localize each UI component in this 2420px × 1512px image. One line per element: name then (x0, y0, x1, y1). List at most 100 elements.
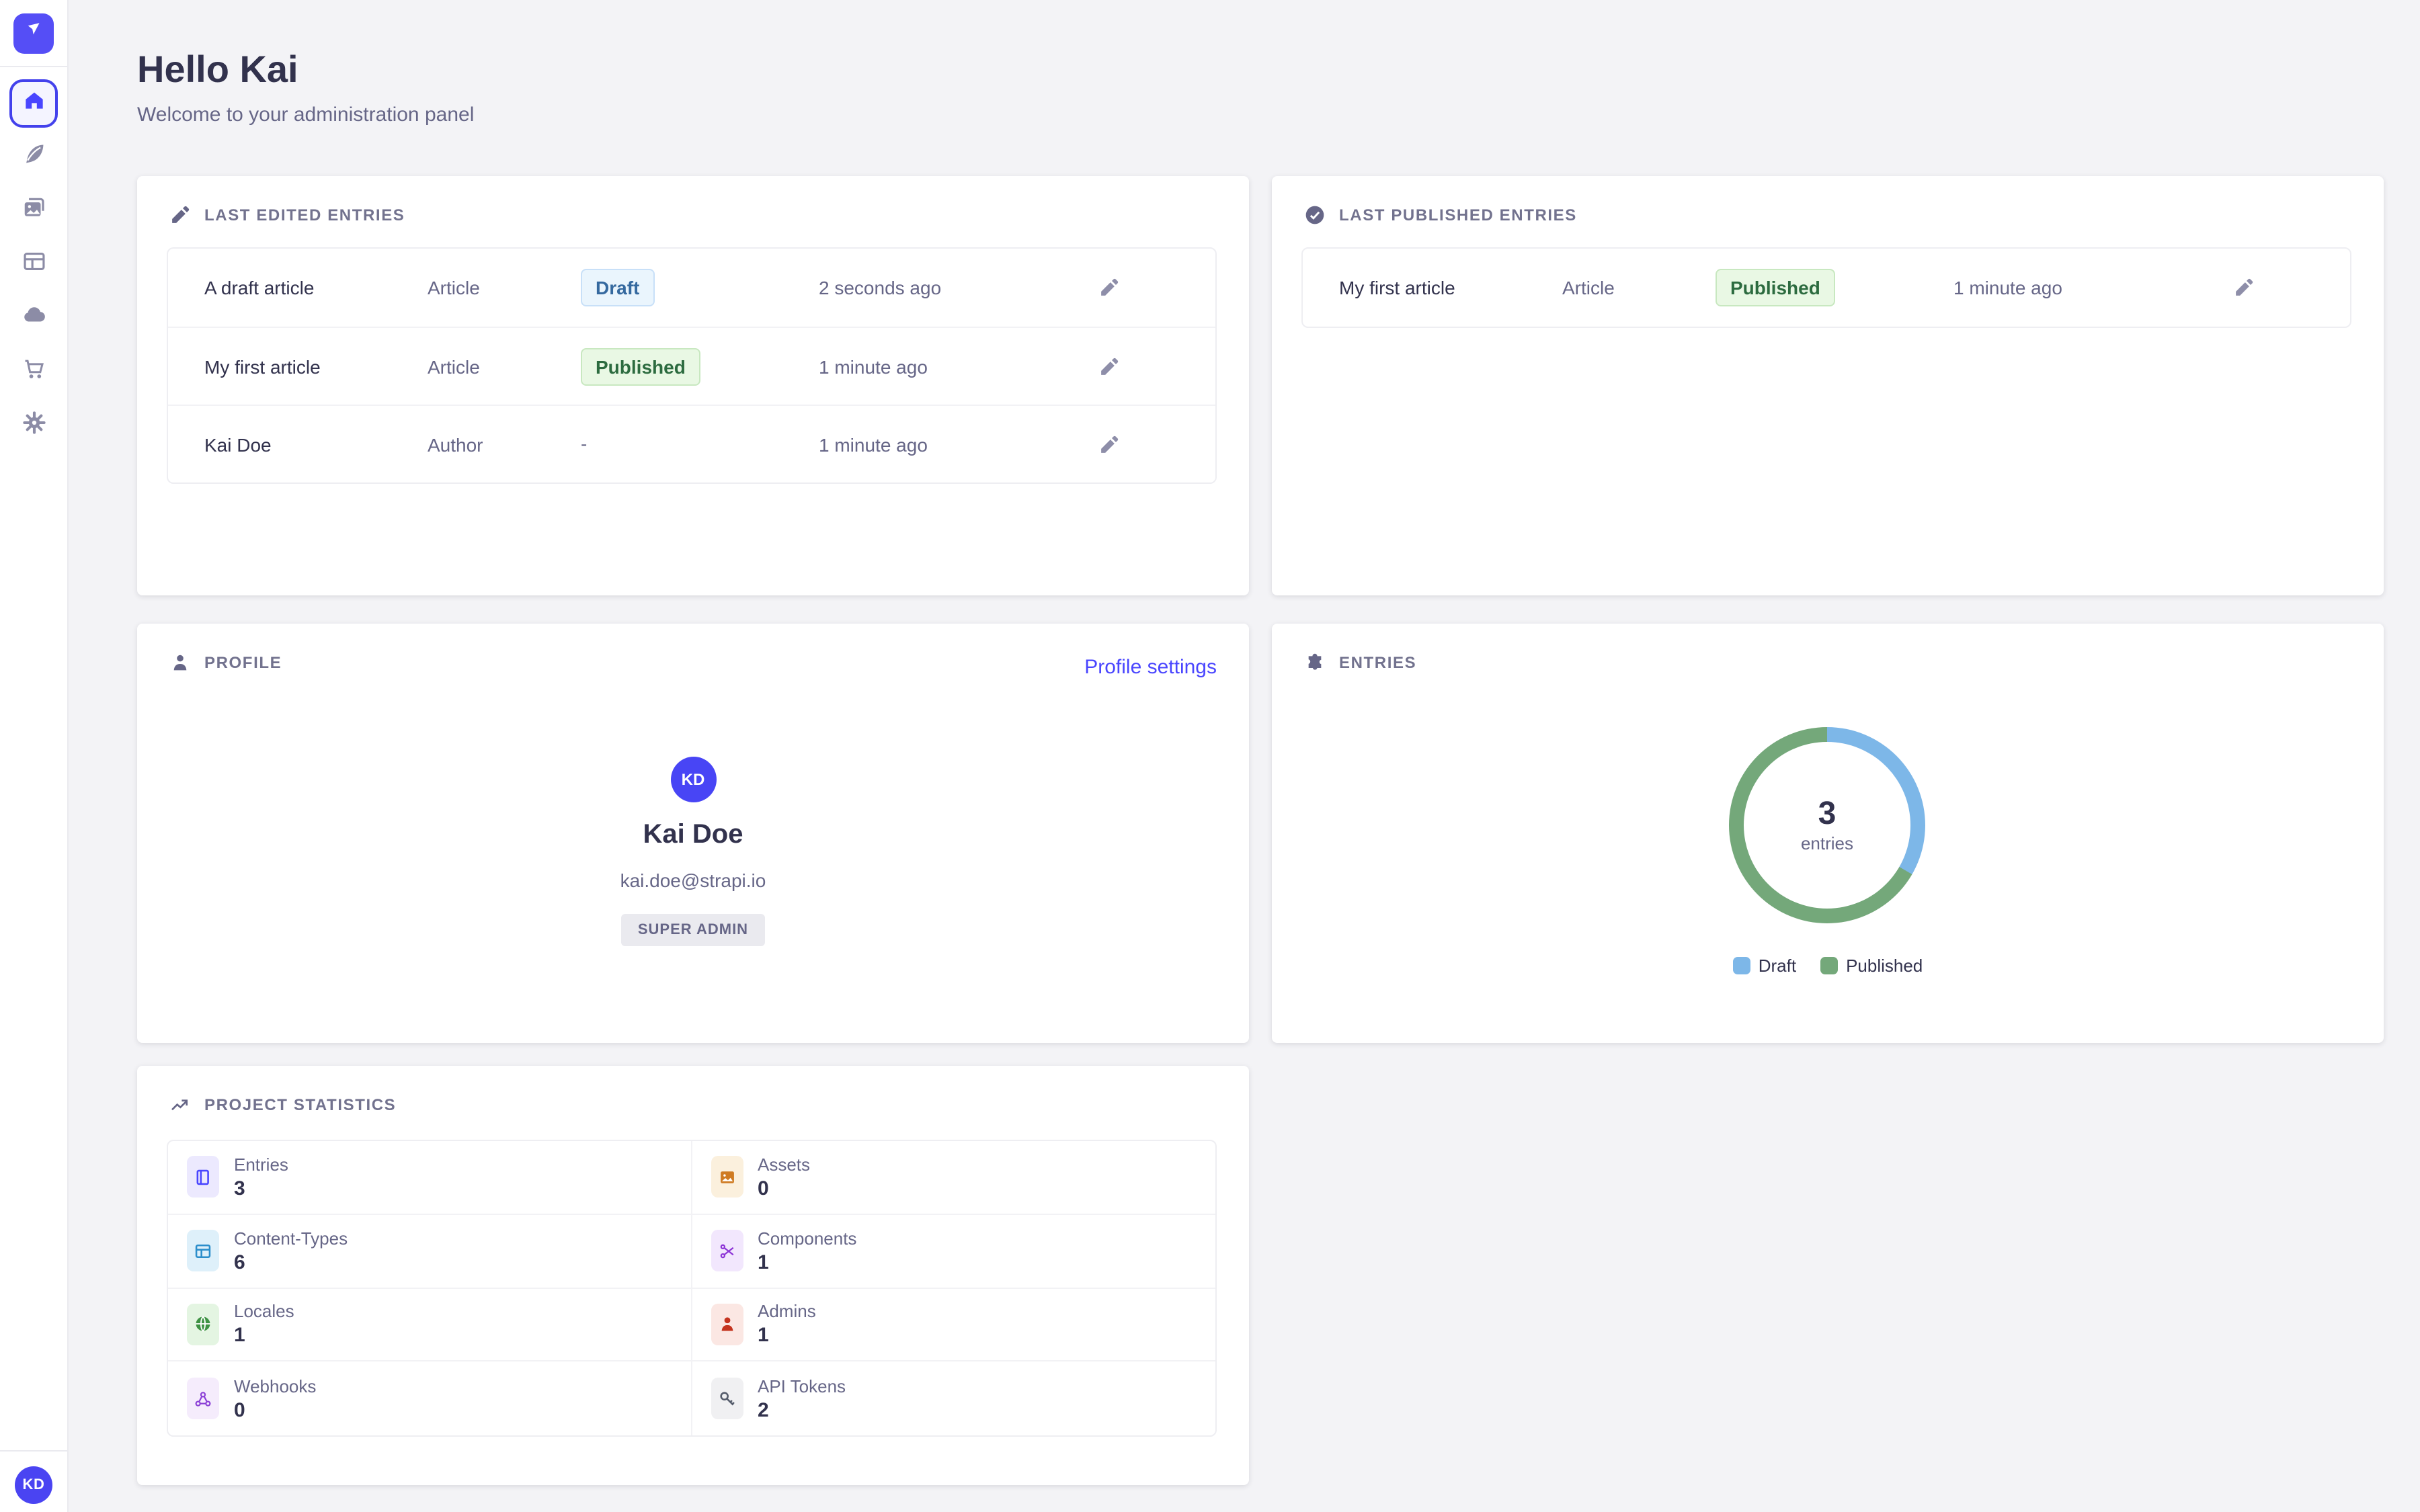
stat-label: API Tokens (758, 1376, 846, 1396)
legend-label: Draft (1758, 956, 1797, 976)
strapi-logo[interactable] (13, 13, 54, 53)
stat-value: 0 (758, 1177, 769, 1200)
entry-title: A draft article (204, 277, 315, 298)
profile-card: PROFILE Profile settings KD Kai Doe kai.… (137, 624, 1249, 1043)
role-badge: SUPER ADMIN (621, 914, 765, 946)
stat-label: Webhooks (234, 1376, 317, 1396)
globe-icon (187, 1303, 219, 1345)
page-subtitle: Welcome to your administration panel (137, 103, 475, 126)
pencil-icon (1098, 278, 1120, 302)
project-statistics-card: PROJECT STATISTICS Entries 3 Assets 0 Cont… (137, 1066, 1249, 1485)
stat-value: 1 (758, 1324, 769, 1347)
entry-time: 2 seconds ago (819, 277, 942, 298)
webhook-icon (187, 1378, 219, 1420)
sidebar-item-settings[interactable] (9, 402, 58, 450)
stat-admins: Admins 1 (692, 1288, 1215, 1362)
stat-entries: Entries 3 (168, 1141, 692, 1215)
layout-icon (21, 249, 46, 281)
card-title: PROJECT STATISTICS (204, 1095, 397, 1114)
stat-label: Admins (758, 1301, 816, 1322)
pencil-icon (1098, 435, 1120, 459)
card-header: PROJECT STATISTICS (169, 1094, 396, 1116)
sidebar-item-content-type-builder[interactable] (9, 241, 58, 289)
entry-kind: Article (428, 277, 480, 298)
sidebar-item-content-manager[interactable] (9, 133, 58, 181)
entry-kind: Article (1562, 277, 1615, 298)
entries-card: ENTRIES 3 entries Draft Published (1272, 624, 2384, 1043)
stat-value: 1 (234, 1324, 245, 1347)
status-badge: Published (581, 347, 700, 385)
table-row[interactable]: Kai Doe Author - 1 minute ago (168, 405, 1215, 482)
table-row[interactable]: A draft article Article Draft 2 seconds … (168, 249, 1215, 327)
stats-grid: Entries 3 Assets 0 Content-Types 6 Componen… (167, 1140, 1217, 1437)
card-header: LAST PUBLISHED ENTRIES (1304, 204, 1577, 226)
sidebar: KD (0, 0, 69, 1512)
entry-title: My first article (1339, 277, 1455, 298)
stat-label: Entries (234, 1154, 288, 1175)
components-icon (711, 1230, 743, 1272)
check-circle-icon (1304, 204, 1326, 226)
sidebar-nav (0, 67, 67, 450)
key-icon (711, 1378, 743, 1420)
status-badge: Published (1716, 269, 1835, 306)
cloud-icon (21, 302, 46, 335)
stat-webhooks: Webhooks 0 (168, 1361, 692, 1435)
stat-locales: Locales 1 (168, 1288, 692, 1362)
card-header: LAST EDITED ENTRIES (169, 204, 405, 226)
layout-icon (187, 1230, 219, 1272)
sidebar-footer: KD (0, 1450, 67, 1512)
sidebar-item-media-library[interactable] (9, 187, 58, 235)
donut-center: 3 entries (1744, 742, 1910, 909)
entry-time: 1 minute ago (819, 355, 928, 377)
card-header: PROFILE (169, 652, 282, 673)
profile-content: KD Kai Doe kai.doe@strapi.io SUPER ADMIN (137, 624, 1249, 1043)
entry-title: Kai Doe (204, 433, 272, 455)
published-swatch (1820, 957, 1839, 974)
profile-settings-link[interactable]: Profile settings (1084, 656, 1217, 679)
table-row[interactable]: My first article Article Published 1 min… (168, 327, 1215, 405)
edit-entry-button[interactable] (1098, 433, 1120, 455)
card-header: ENTRIES (1304, 652, 1416, 673)
gear-icon (21, 410, 46, 442)
stat-value: 1 (758, 1251, 769, 1274)
last-edited-table: A draft article Article Draft 2 seconds … (167, 247, 1217, 484)
stat-label: Content-Types (234, 1228, 348, 1249)
sidebar-item-home[interactable] (9, 79, 58, 128)
page-title: Hello Kai (137, 48, 298, 90)
profile-avatar: KD (670, 757, 716, 802)
card-title: ENTRIES (1339, 653, 1417, 672)
status-badge: Draft (581, 269, 655, 306)
chart-legend: Draft Published (1272, 956, 2384, 976)
card-title: LAST PUBLISHED ENTRIES (1339, 206, 1577, 224)
pencil-icon (2233, 278, 2255, 302)
strapi-logo-icon (22, 17, 46, 48)
picture-icon (711, 1156, 743, 1198)
edit-entry-button[interactable] (2233, 277, 2255, 298)
entries-count-label: entries (1800, 833, 1854, 854)
puzzle-icon (1304, 652, 1326, 673)
legend-label: Published (1846, 956, 1923, 976)
sidebar-item-cloud[interactable] (9, 294, 58, 343)
entry-kind: Article (428, 355, 480, 377)
person-icon (169, 652, 191, 673)
edit-entry-button[interactable] (1098, 277, 1120, 298)
stat-value: 3 (234, 1177, 245, 1200)
legend-item-draft: Draft (1732, 956, 1797, 976)
stat-content-types: Content-Types 6 (168, 1214, 692, 1288)
pencil-icon (1098, 357, 1120, 381)
home-icon (21, 87, 46, 120)
user-avatar[interactable]: KD (15, 1466, 52, 1504)
profile-email: kai.doe@strapi.io (620, 870, 766, 891)
stat-value: 6 (234, 1251, 245, 1274)
entries-donut-chart: 3 entries (1729, 727, 1925, 923)
edit-entry-button[interactable] (1098, 355, 1120, 377)
book-icon (187, 1156, 219, 1198)
table-row[interactable]: My first article Article Published 1 min… (1303, 249, 2350, 327)
sidebar-item-marketplace[interactable] (9, 348, 58, 396)
stat-api-tokens: API Tokens 2 (692, 1362, 1215, 1436)
status-empty: - (581, 432, 588, 454)
card-title: PROFILE (204, 653, 282, 672)
logo-box (0, 0, 67, 67)
stat-value: 2 (758, 1398, 769, 1422)
